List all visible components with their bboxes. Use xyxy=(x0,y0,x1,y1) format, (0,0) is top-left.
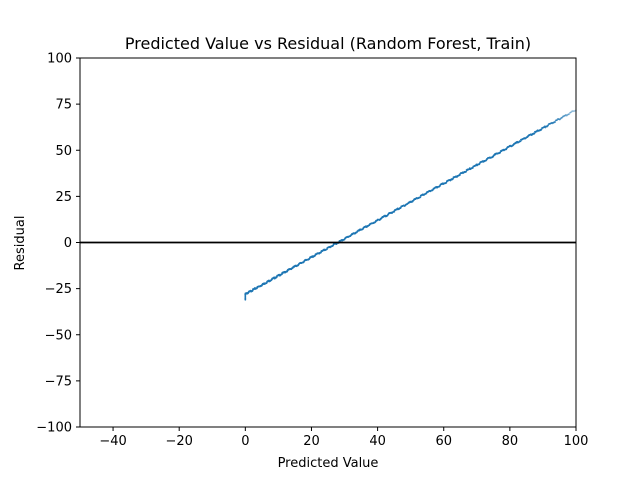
data-point xyxy=(565,113,567,116)
data-point xyxy=(565,114,568,117)
data-point xyxy=(558,118,561,121)
data-point xyxy=(569,111,572,114)
data-point xyxy=(465,170,467,173)
data-point xyxy=(574,109,576,112)
data-point xyxy=(570,110,573,113)
data-point xyxy=(558,118,561,121)
data-point xyxy=(564,114,567,116)
data-point xyxy=(445,181,448,184)
data-point xyxy=(533,132,536,135)
y-axis-label: Residual xyxy=(13,216,28,271)
data-point xyxy=(499,151,502,154)
x-tick-label: 0 xyxy=(241,434,249,449)
data-point xyxy=(562,115,565,118)
y-axis: −100 −75 −50 −25 0 25 50 75 100 xyxy=(36,52,80,436)
data-point xyxy=(571,109,574,112)
data-point xyxy=(561,116,564,119)
data-point xyxy=(425,192,428,195)
data-point xyxy=(567,113,569,116)
data-point xyxy=(571,110,574,113)
x-tick-label: 80 xyxy=(502,434,519,449)
x-tick-label: −20 xyxy=(165,434,192,449)
y-tick-label: −50 xyxy=(45,328,72,343)
x-tick-label: 20 xyxy=(303,434,320,449)
data-point xyxy=(560,116,563,119)
data-point xyxy=(471,167,474,169)
x-tick-label: 100 xyxy=(564,434,589,449)
data-point xyxy=(562,115,565,118)
y-tick-label: 50 xyxy=(55,144,72,159)
data-point xyxy=(419,196,422,199)
data-point xyxy=(566,113,569,116)
data-point xyxy=(519,140,522,143)
data-point xyxy=(554,121,557,123)
data-point xyxy=(559,117,562,120)
x-tick-label: −40 xyxy=(99,434,126,449)
data-point xyxy=(393,210,396,213)
plot-area xyxy=(80,109,577,301)
data-point xyxy=(570,111,573,114)
x-axis-label: Predicted Value xyxy=(278,456,379,471)
data-point xyxy=(572,110,575,113)
data-point xyxy=(559,117,562,120)
data-point xyxy=(563,114,566,117)
data-point xyxy=(564,114,566,117)
data-point xyxy=(573,110,576,113)
chart-title: Predicted Value vs Residual (Random Fore… xyxy=(125,34,531,53)
data-point xyxy=(566,114,568,117)
x-axis: −40 −20 0 20 40 60 80 100 xyxy=(99,427,588,449)
data-point xyxy=(563,114,566,117)
y-tick-label: 75 xyxy=(55,98,72,113)
x-tick-label: 60 xyxy=(435,434,452,449)
data-point xyxy=(568,113,571,116)
y-tick-label: −25 xyxy=(45,282,72,297)
y-tick-label: 25 xyxy=(55,190,72,205)
data-point xyxy=(573,110,575,112)
data-point xyxy=(320,251,322,254)
y-tick-label: −75 xyxy=(45,374,72,389)
data-point xyxy=(567,113,570,116)
data-point xyxy=(568,111,571,114)
data-point xyxy=(244,298,247,301)
y-tick-label: 100 xyxy=(47,52,72,67)
y-tick-label: 0 xyxy=(64,236,72,251)
x-tick-label: 40 xyxy=(369,434,386,449)
data-point xyxy=(286,270,289,273)
data-point xyxy=(567,113,570,115)
data-point xyxy=(561,115,564,118)
data-point xyxy=(572,110,575,113)
data-point xyxy=(569,111,572,114)
y-tick-label: −100 xyxy=(36,421,72,436)
data-point xyxy=(560,116,563,119)
